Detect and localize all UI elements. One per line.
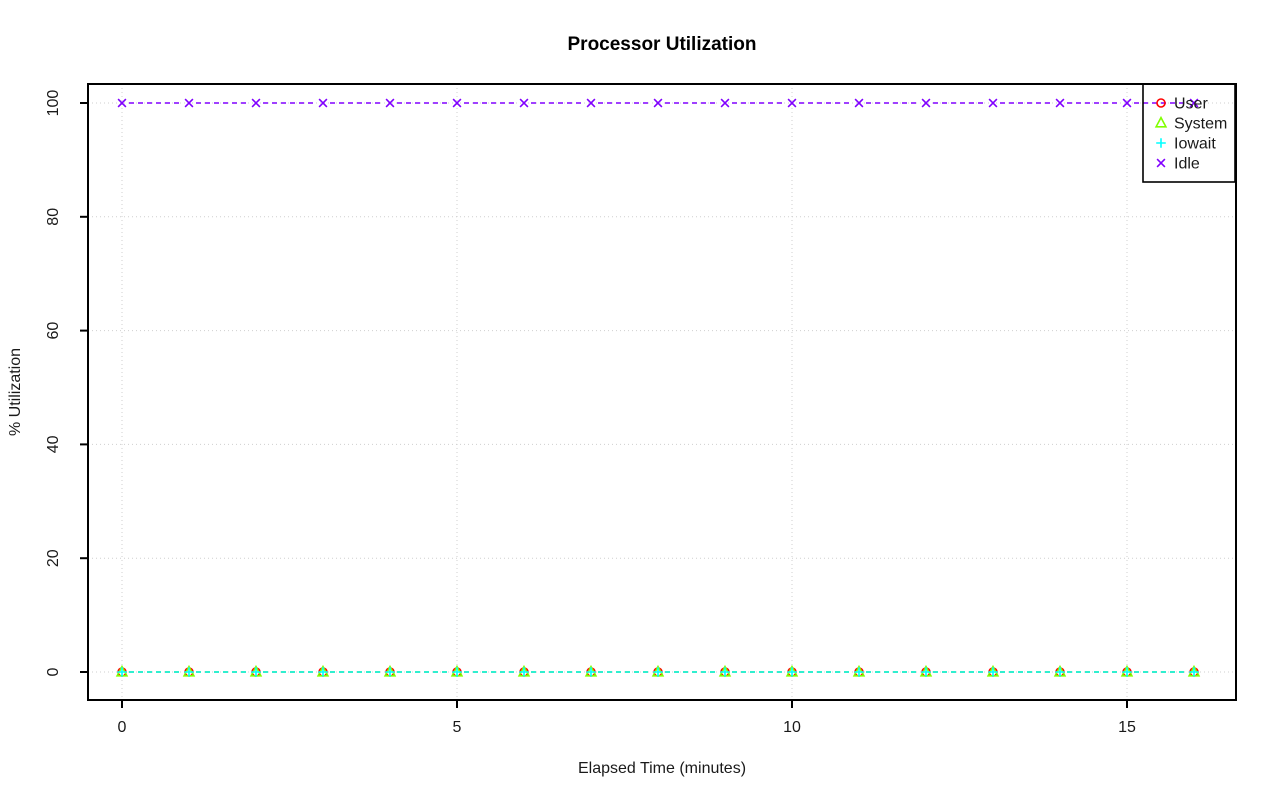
- x-tick-label: 15: [1118, 719, 1136, 736]
- marker-plus: [184, 667, 194, 677]
- marker-plus: [787, 667, 797, 677]
- legend-item: Idle: [1156, 156, 1200, 173]
- marker-triangle: [1154, 115, 1168, 128]
- y-tick-label: 80: [45, 208, 62, 226]
- legend-item-label: Iowait: [1174, 136, 1216, 153]
- marker-plus: [318, 667, 328, 677]
- series-iowait: [117, 667, 1199, 677]
- marker-x: [385, 98, 395, 108]
- series-group: [115, 98, 1201, 677]
- marker-x: [184, 98, 194, 108]
- legend-item-label: Idle: [1174, 156, 1200, 173]
- x-tick-label: 0: [118, 719, 127, 736]
- marker-x: [1055, 98, 1065, 108]
- marker-plus: [720, 667, 730, 677]
- marker-x: [921, 98, 931, 108]
- legend-box: [1142, 83, 1236, 183]
- marker-plus: [1156, 138, 1166, 148]
- marker-x: [1122, 98, 1132, 108]
- marker-x: [653, 98, 663, 108]
- x-axis: 0 5 10 15: [118, 700, 1136, 736]
- series-idle: [117, 98, 1199, 108]
- marker-plus: [251, 667, 261, 677]
- x-tick-label: 5: [453, 719, 462, 736]
- legend-item: Iowait: [1156, 136, 1216, 153]
- legend-item: System: [1154, 115, 1227, 133]
- y-tick-label: 60: [45, 322, 62, 340]
- marker-plus: [988, 667, 998, 677]
- legend: User System Iowait Idle: [1142, 83, 1236, 183]
- chart-title: Processor Utilization: [568, 34, 757, 55]
- x-tick-label: 10: [783, 719, 801, 736]
- y-axis: 0 20 40 60 80 100: [45, 90, 88, 676]
- marker-x: [988, 98, 998, 108]
- y-tick-label: 0: [45, 667, 62, 676]
- y-axis-label: % Utilization: [7, 348, 24, 436]
- marker-x: [251, 98, 261, 108]
- y-tick-label: 100: [45, 90, 62, 117]
- marker-circle: [1156, 98, 1166, 108]
- marker-x: [318, 98, 328, 108]
- marker-x: [854, 98, 864, 108]
- y-tick-label: 40: [45, 435, 62, 453]
- marker-x: [452, 98, 462, 108]
- marker-x: [1156, 158, 1166, 168]
- marker-plus: [519, 667, 529, 677]
- legend-item-label: System: [1174, 116, 1227, 133]
- legend-item-label: User: [1174, 96, 1208, 113]
- gridlines: [88, 84, 1236, 700]
- marker-x: [117, 98, 127, 108]
- marker-plus: [921, 667, 931, 677]
- marker-x: [586, 98, 596, 108]
- marker-x: [787, 98, 797, 108]
- plot-border: [87, 83, 1237, 701]
- marker-plus: [1122, 667, 1132, 677]
- marker-plus: [452, 667, 462, 677]
- marker-plus: [117, 667, 127, 677]
- marker-plus: [1189, 667, 1199, 677]
- marker-plus: [385, 667, 395, 677]
- marker-plus: [653, 667, 663, 677]
- marker-x: [1189, 98, 1199, 108]
- marker-plus: [1055, 667, 1065, 677]
- marker-plus: [854, 667, 864, 677]
- marker-x: [720, 98, 730, 108]
- marker-x: [519, 98, 529, 108]
- legend-item: User: [1156, 96, 1208, 113]
- y-tick-label: 20: [45, 549, 62, 567]
- x-axis-label: Elapsed Time (minutes): [578, 760, 746, 777]
- marker-plus: [586, 667, 596, 677]
